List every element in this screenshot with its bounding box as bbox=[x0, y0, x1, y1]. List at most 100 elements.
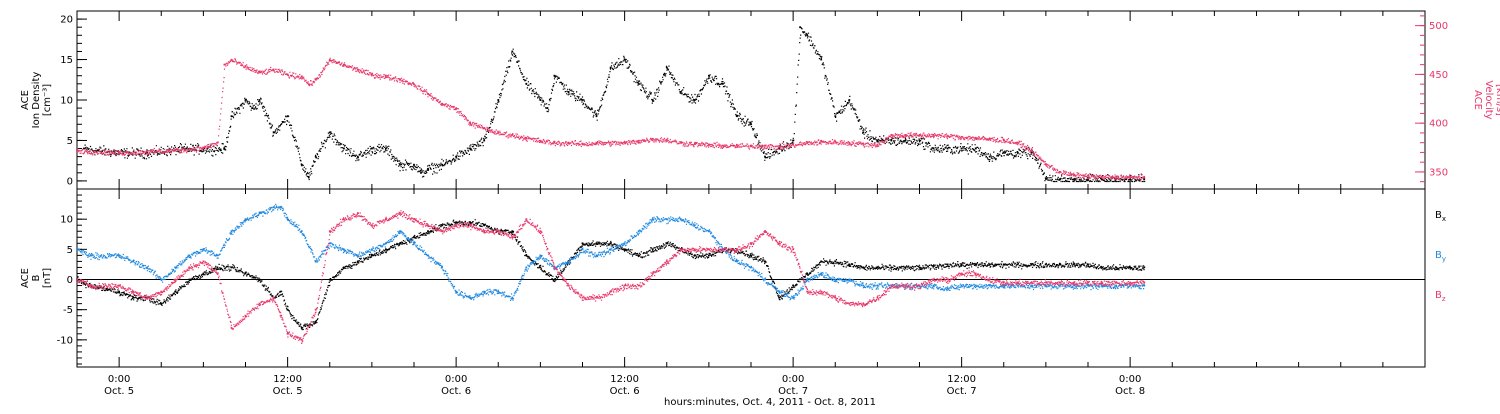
data-point bbox=[146, 151, 149, 154]
y-tick-label: 20 bbox=[60, 15, 73, 26]
data-point bbox=[76, 149, 78, 152]
data-point bbox=[637, 139, 640, 142]
data-point bbox=[202, 272, 205, 275]
legend-By: By bbox=[1435, 250, 1446, 263]
data-point bbox=[132, 290, 135, 293]
data-point bbox=[820, 290, 823, 293]
data-point bbox=[862, 284, 865, 287]
data-point bbox=[637, 254, 640, 257]
data-point bbox=[736, 248, 738, 251]
panel-frame bbox=[76, 10, 1426, 190]
data-point bbox=[946, 134, 949, 137]
data-point bbox=[300, 163, 303, 166]
data-point bbox=[279, 206, 282, 208]
legend-Bx: Bx bbox=[1435, 210, 1446, 223]
series-Bz bbox=[76, 210, 1146, 344]
data-point bbox=[750, 123, 752, 126]
data-point bbox=[693, 224, 696, 227]
data-point bbox=[848, 278, 851, 281]
data-point bbox=[356, 155, 359, 158]
data-point bbox=[539, 230, 542, 233]
data-point bbox=[778, 242, 780, 245]
data-point bbox=[511, 50, 514, 53]
data-point bbox=[567, 91, 570, 93]
y-tick-label: 10 bbox=[60, 96, 73, 107]
series-right bbox=[76, 57, 1146, 181]
data-point bbox=[244, 272, 247, 275]
data-point bbox=[651, 248, 654, 251]
data-point bbox=[279, 314, 282, 317]
data-point bbox=[314, 155, 317, 158]
y-axis-label: [nT] bbox=[42, 268, 53, 288]
data-point bbox=[427, 230, 429, 233]
data-point bbox=[258, 212, 261, 214]
data-point bbox=[469, 221, 472, 224]
data-point bbox=[876, 139, 879, 142]
data-point bbox=[722, 82, 724, 85]
data-point bbox=[1045, 163, 1047, 165]
data-point bbox=[132, 296, 135, 299]
panel-frame bbox=[76, 188, 1426, 368]
x-tick-label: 12:00 bbox=[947, 374, 976, 385]
data-point bbox=[160, 290, 163, 293]
x-tick-label: 0:00 bbox=[108, 374, 130, 385]
series-Bx bbox=[76, 219, 1146, 331]
data-point bbox=[244, 218, 247, 221]
x-tick-label: 12:00 bbox=[273, 374, 302, 385]
data-point bbox=[76, 248, 78, 251]
data-point bbox=[988, 278, 991, 281]
legend-Bz: Bz bbox=[1435, 290, 1446, 303]
data-point bbox=[1002, 281, 1005, 284]
data-point bbox=[328, 58, 331, 61]
data-point bbox=[708, 143, 710, 146]
y2-axis-label: ACE bbox=[1472, 90, 1483, 110]
data-point bbox=[230, 326, 233, 329]
data-point bbox=[188, 254, 191, 257]
data-point bbox=[778, 290, 780, 293]
data-point bbox=[146, 296, 149, 299]
data-point bbox=[413, 218, 415, 221]
data-point bbox=[637, 82, 640, 85]
data-point bbox=[595, 115, 598, 118]
data-point bbox=[974, 272, 977, 275]
data-point bbox=[932, 284, 935, 287]
data-point bbox=[286, 218, 289, 221]
y-tick-label: -5 bbox=[63, 305, 73, 316]
data-point bbox=[553, 74, 556, 77]
data-point bbox=[399, 163, 401, 166]
data-point bbox=[342, 218, 345, 221]
data-point bbox=[258, 99, 261, 101]
data-point bbox=[76, 278, 78, 281]
data-point bbox=[413, 163, 415, 166]
data-point bbox=[420, 171, 422, 174]
data-point bbox=[848, 141, 851, 144]
data-point bbox=[806, 290, 809, 293]
data-point bbox=[230, 230, 233, 233]
y-axis-label: [cm⁻³] bbox=[42, 84, 53, 116]
data-point bbox=[1002, 284, 1005, 287]
data-point bbox=[146, 266, 149, 269]
data-point bbox=[918, 266, 921, 269]
data-point bbox=[385, 218, 387, 221]
data-point bbox=[279, 290, 282, 293]
data-point bbox=[1087, 284, 1089, 287]
x-tick-label: 0:00 bbox=[445, 374, 467, 385]
y-axis-label: B bbox=[31, 274, 42, 281]
y-tick-label: 5 bbox=[67, 136, 73, 147]
series-trace bbox=[77, 219, 1146, 331]
data-point bbox=[371, 73, 373, 76]
data-point bbox=[441, 102, 443, 105]
data-point bbox=[1002, 138, 1005, 141]
data-point bbox=[342, 63, 345, 66]
data-point bbox=[932, 265, 935, 268]
data-point bbox=[665, 66, 668, 69]
data-point bbox=[300, 75, 303, 78]
data-point bbox=[300, 326, 303, 329]
data-point bbox=[188, 266, 191, 269]
data-point bbox=[286, 332, 289, 335]
data-point bbox=[469, 147, 472, 150]
x-tick-label: 12:00 bbox=[610, 374, 639, 385]
data-point bbox=[314, 308, 317, 311]
